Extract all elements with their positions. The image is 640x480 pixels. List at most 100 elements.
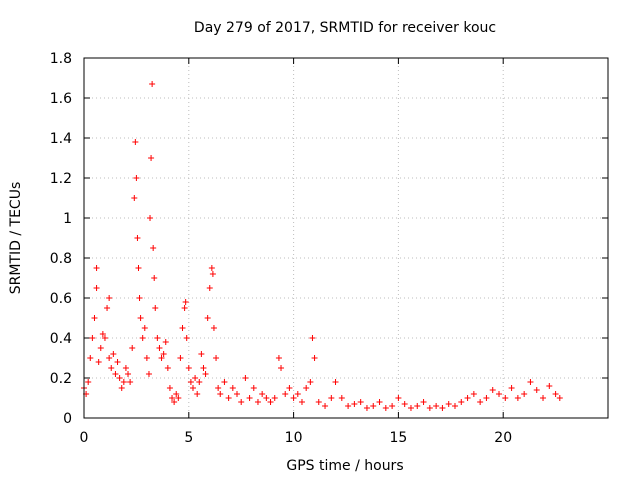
data-point bbox=[213, 355, 220, 361]
data-point bbox=[370, 403, 377, 409]
data-point bbox=[250, 385, 257, 391]
data-point bbox=[99, 331, 106, 337]
data-point bbox=[182, 299, 189, 305]
data-point bbox=[208, 265, 215, 271]
data-point bbox=[114, 359, 121, 365]
y-tick-label: 1.6 bbox=[50, 91, 72, 107]
data-point bbox=[556, 395, 563, 401]
data-point bbox=[483, 395, 490, 401]
data-point bbox=[382, 405, 389, 411]
data-point bbox=[254, 399, 261, 405]
data-point bbox=[464, 395, 471, 401]
data-point bbox=[149, 81, 156, 87]
data-point bbox=[234, 391, 241, 397]
data-point bbox=[175, 395, 182, 401]
data-point bbox=[210, 325, 217, 331]
data-point bbox=[134, 235, 141, 241]
data-point bbox=[141, 325, 148, 331]
data-point bbox=[221, 379, 228, 385]
data-point bbox=[527, 379, 534, 385]
data-point bbox=[135, 265, 142, 271]
data-point bbox=[91, 315, 98, 321]
x-axis-label: GPS time / hours bbox=[286, 458, 403, 474]
data-point bbox=[139, 335, 146, 341]
data-point bbox=[185, 365, 192, 371]
data-point bbox=[496, 391, 503, 397]
data-point bbox=[171, 399, 178, 405]
data-point bbox=[311, 355, 318, 361]
data-point bbox=[433, 403, 440, 409]
data-point bbox=[357, 399, 364, 405]
x-tick-label: 10 bbox=[285, 430, 303, 446]
data-point bbox=[143, 355, 150, 361]
data-point bbox=[246, 395, 253, 401]
y-tick-label: 0.8 bbox=[50, 251, 72, 267]
data-point bbox=[309, 335, 316, 341]
data-point bbox=[169, 395, 176, 401]
data-point bbox=[151, 275, 158, 281]
data-point bbox=[345, 403, 352, 409]
data-point bbox=[148, 155, 155, 161]
data-point bbox=[328, 395, 335, 401]
data-point bbox=[546, 383, 553, 389]
data-point bbox=[389, 403, 396, 409]
data-point bbox=[189, 385, 196, 391]
y-tick-label: 0.2 bbox=[50, 371, 72, 387]
data-point bbox=[401, 401, 408, 407]
data-point bbox=[118, 385, 125, 391]
data-point bbox=[508, 385, 515, 391]
data-point bbox=[271, 395, 278, 401]
data-point bbox=[200, 365, 207, 371]
data-point bbox=[407, 405, 414, 411]
y-tick-label: 1.8 bbox=[50, 51, 72, 67]
data-point bbox=[152, 305, 159, 311]
y-tick-label: 0.4 bbox=[50, 331, 72, 347]
data-point bbox=[131, 195, 138, 201]
data-point bbox=[514, 395, 521, 401]
y-tick-label: 0.6 bbox=[50, 291, 72, 307]
data-point bbox=[439, 405, 446, 411]
data-point bbox=[238, 399, 245, 405]
data-point bbox=[158, 355, 165, 361]
data-point bbox=[477, 399, 484, 405]
data-point bbox=[263, 395, 270, 401]
data-point bbox=[116, 375, 123, 381]
data-point bbox=[166, 385, 173, 391]
data-point bbox=[173, 391, 180, 397]
data-point bbox=[395, 395, 402, 401]
data-point bbox=[278, 365, 285, 371]
data-point bbox=[420, 399, 427, 405]
data-point bbox=[192, 375, 199, 381]
data-point bbox=[93, 285, 100, 291]
data-point bbox=[470, 391, 477, 397]
data-point bbox=[414, 403, 421, 409]
data-point bbox=[112, 371, 119, 377]
data-point bbox=[363, 405, 370, 411]
data-point bbox=[183, 335, 190, 341]
data-point bbox=[127, 379, 134, 385]
data-point bbox=[145, 371, 152, 377]
data-point bbox=[194, 391, 201, 397]
data-point bbox=[106, 355, 113, 361]
data-point bbox=[89, 335, 96, 341]
data-point bbox=[97, 345, 104, 351]
data-point bbox=[229, 385, 236, 391]
data-point bbox=[351, 401, 358, 407]
chart-title: Day 279 of 2017, SRMTID for receiver kou… bbox=[194, 20, 496, 36]
data-point bbox=[294, 391, 301, 397]
data-point bbox=[215, 385, 222, 391]
data-point bbox=[196, 379, 203, 385]
data-point bbox=[204, 315, 211, 321]
data-point bbox=[87, 355, 94, 361]
data-point bbox=[108, 365, 115, 371]
data-point bbox=[106, 295, 113, 301]
data-point bbox=[160, 351, 167, 357]
data-point bbox=[209, 271, 216, 277]
data-point bbox=[458, 399, 465, 405]
data-point bbox=[376, 399, 383, 405]
data-point bbox=[242, 375, 249, 381]
data-point bbox=[202, 371, 209, 377]
grid bbox=[84, 58, 608, 418]
data-point bbox=[298, 399, 305, 405]
